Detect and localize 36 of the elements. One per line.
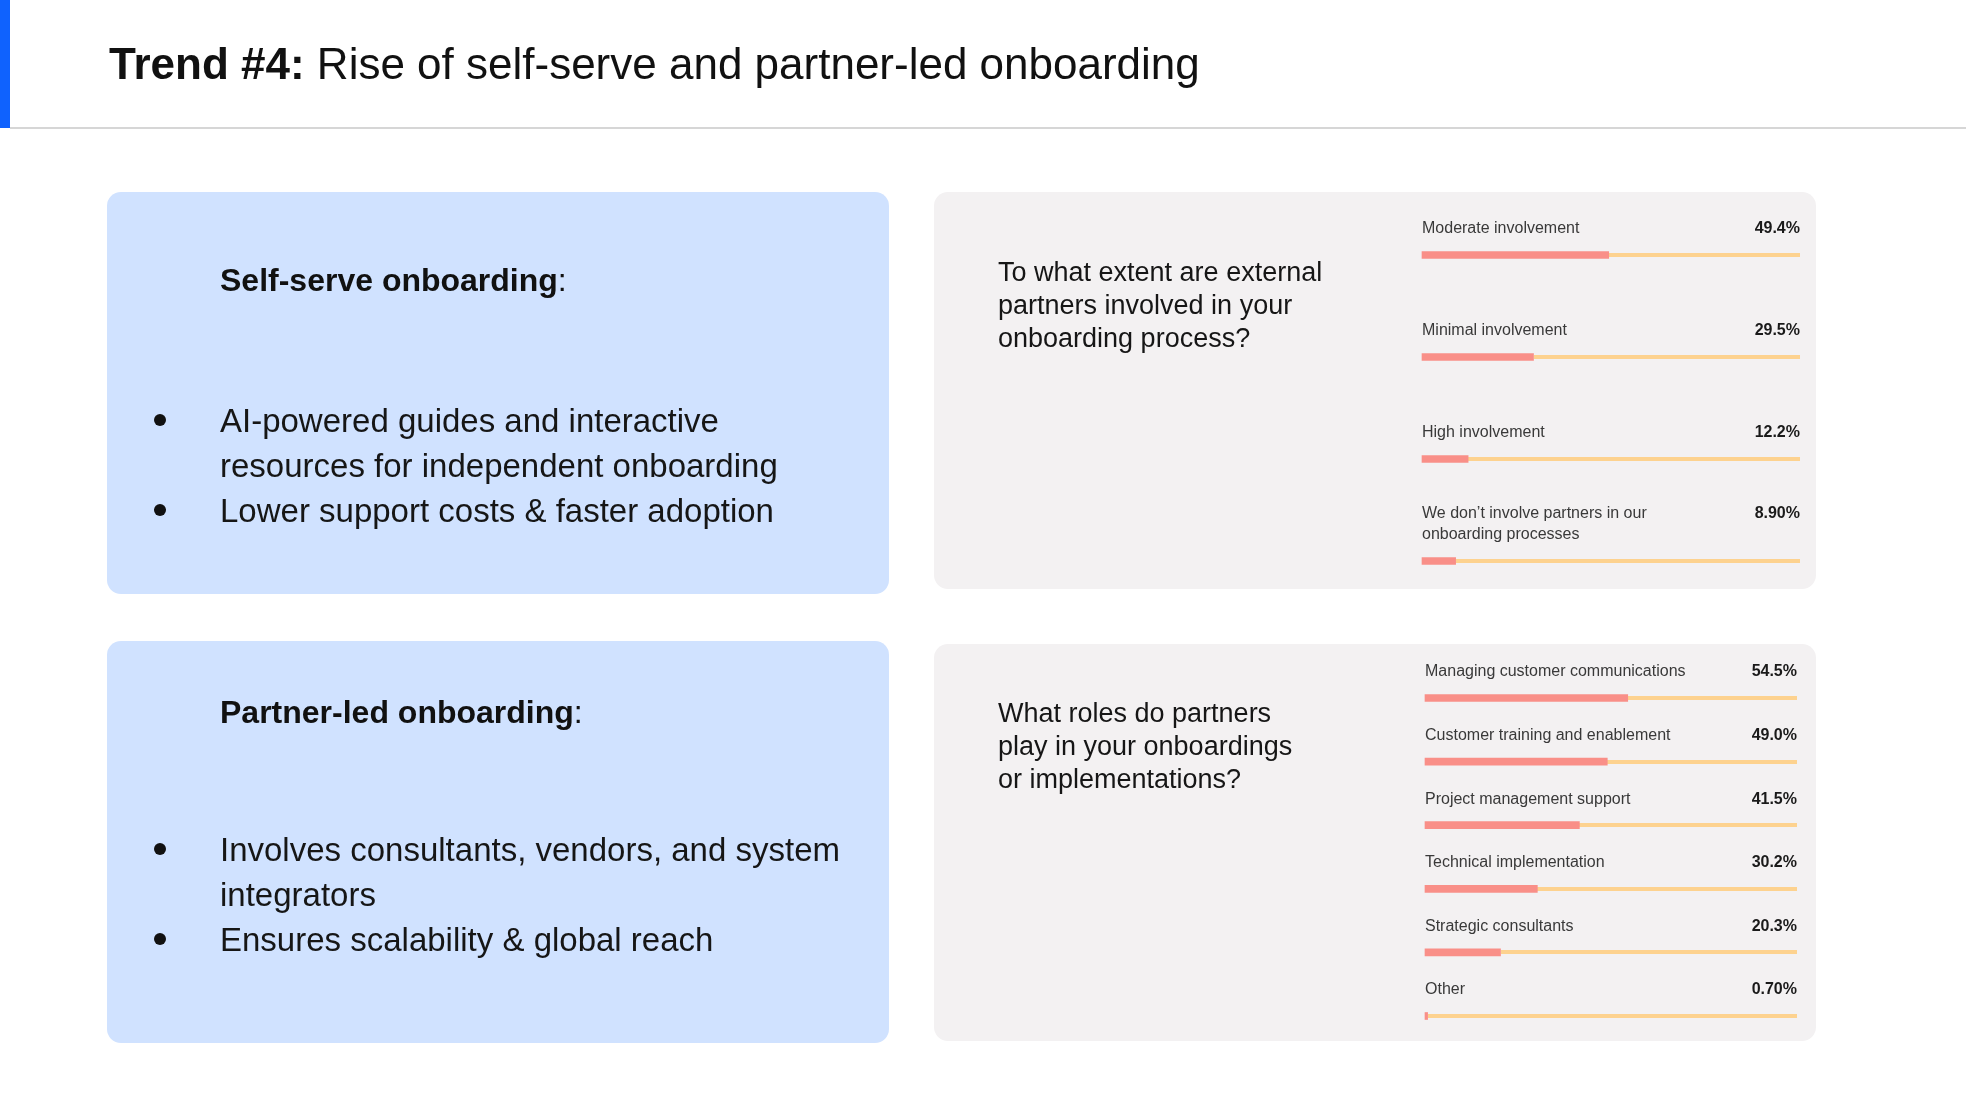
- bar: [1424, 1012, 1428, 1020]
- text: Self-serve onboarding:: [220, 262, 567, 298]
- y-tick-label: Project management support: [1425, 789, 1631, 807]
- data-label: 41.5%: [1751, 789, 1797, 807]
- bar: [1424, 757, 1608, 766]
- bar: [1424, 821, 1580, 830]
- data-label: 49.4%: [1754, 219, 1800, 237]
- data-label: 0.70%: [1751, 980, 1797, 998]
- data-label: 20.3%: [1751, 916, 1797, 934]
- text: What roles do partners play in your onboardings or implementations?: [998, 698, 1293, 794]
- data-label: 29.5%: [1754, 321, 1800, 339]
- text: Ensures scalability & global reach: [220, 921, 714, 958]
- y-tick-label: Technical implementation: [1425, 853, 1605, 871]
- bar: [1421, 557, 1456, 565]
- text: Partner-led onboarding:: [220, 694, 583, 730]
- y-tick-label: Customer training and enablement: [1425, 726, 1672, 744]
- y-tick-label: Minimal involvement: [1422, 321, 1568, 339]
- text: Lower support costs & faster adoption: [220, 492, 774, 529]
- data-label: 54.5%: [1751, 662, 1797, 680]
- text: Involves consultants, vendors, and system integrators: [220, 831, 840, 913]
- y-tick-label: We don’t involve partners in our onboarding processes: [1422, 504, 1648, 543]
- bar: [1424, 884, 1538, 893]
- y-tick-label: Managing customer communications: [1425, 662, 1686, 680]
- data-label: 30.2%: [1751, 853, 1797, 871]
- text: To what extent are external partners involved in your onboarding process?: [998, 257, 1323, 353]
- y-tick-label: High involvement: [1422, 423, 1546, 441]
- y-tick-label: Moderate involvement: [1422, 219, 1580, 237]
- bar: [1424, 948, 1501, 957]
- y-tick-label: Strategic consultants: [1425, 916, 1574, 934]
- text: AI-powered guides and interactive resources for independent onboarding: [220, 402, 778, 484]
- text: Trend #4: Rise of self-serve and partner-led onboarding: [109, 39, 1200, 88]
- data-label: 8.90%: [1754, 504, 1800, 522]
- data-label: 49.0%: [1751, 726, 1797, 744]
- bar: [1421, 455, 1469, 463]
- data-label: 12.2%: [1754, 423, 1800, 441]
- y-tick-label: Other: [1425, 980, 1466, 998]
